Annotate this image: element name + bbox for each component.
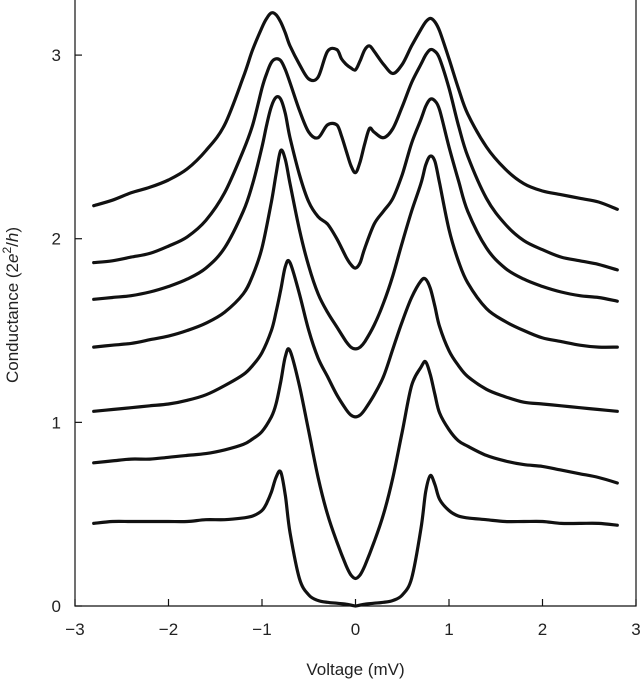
x-tick-label: −1 xyxy=(252,620,271,639)
x-tick-label: 2 xyxy=(538,620,547,639)
conductance-curve-2 xyxy=(92,347,619,581)
conductance-curve-4 xyxy=(92,148,619,351)
y-axis-label: Conductance (2e2/h) xyxy=(0,227,22,383)
y-tick-label: 3 xyxy=(52,46,61,65)
y-tick-label: 1 xyxy=(52,413,61,432)
x-ticks-group: −3 −2 −1 0 1 2 3 xyxy=(65,599,641,639)
conductance-curve-5 xyxy=(92,95,619,303)
curves-group xyxy=(92,11,619,608)
y-tick-label: 0 xyxy=(52,597,61,616)
x-tick-label: −2 xyxy=(159,620,178,639)
x-tick-label: −3 xyxy=(65,620,84,639)
axis-frame xyxy=(74,0,637,607)
conductance-curve-1 xyxy=(92,469,619,608)
x-tick-label: 3 xyxy=(631,620,640,639)
conductance-curve-7 xyxy=(92,11,619,211)
x-tick-label: 1 xyxy=(444,620,453,639)
y-ticks-group: 0 1 2 3 xyxy=(52,46,82,616)
conductance-curve-3 xyxy=(92,258,619,419)
x-axis-label: Voltage (mV) xyxy=(306,660,404,679)
x-tick-label: 0 xyxy=(351,620,360,639)
conductance-curve-6 xyxy=(92,47,619,272)
y-tick-label: 2 xyxy=(52,230,61,249)
